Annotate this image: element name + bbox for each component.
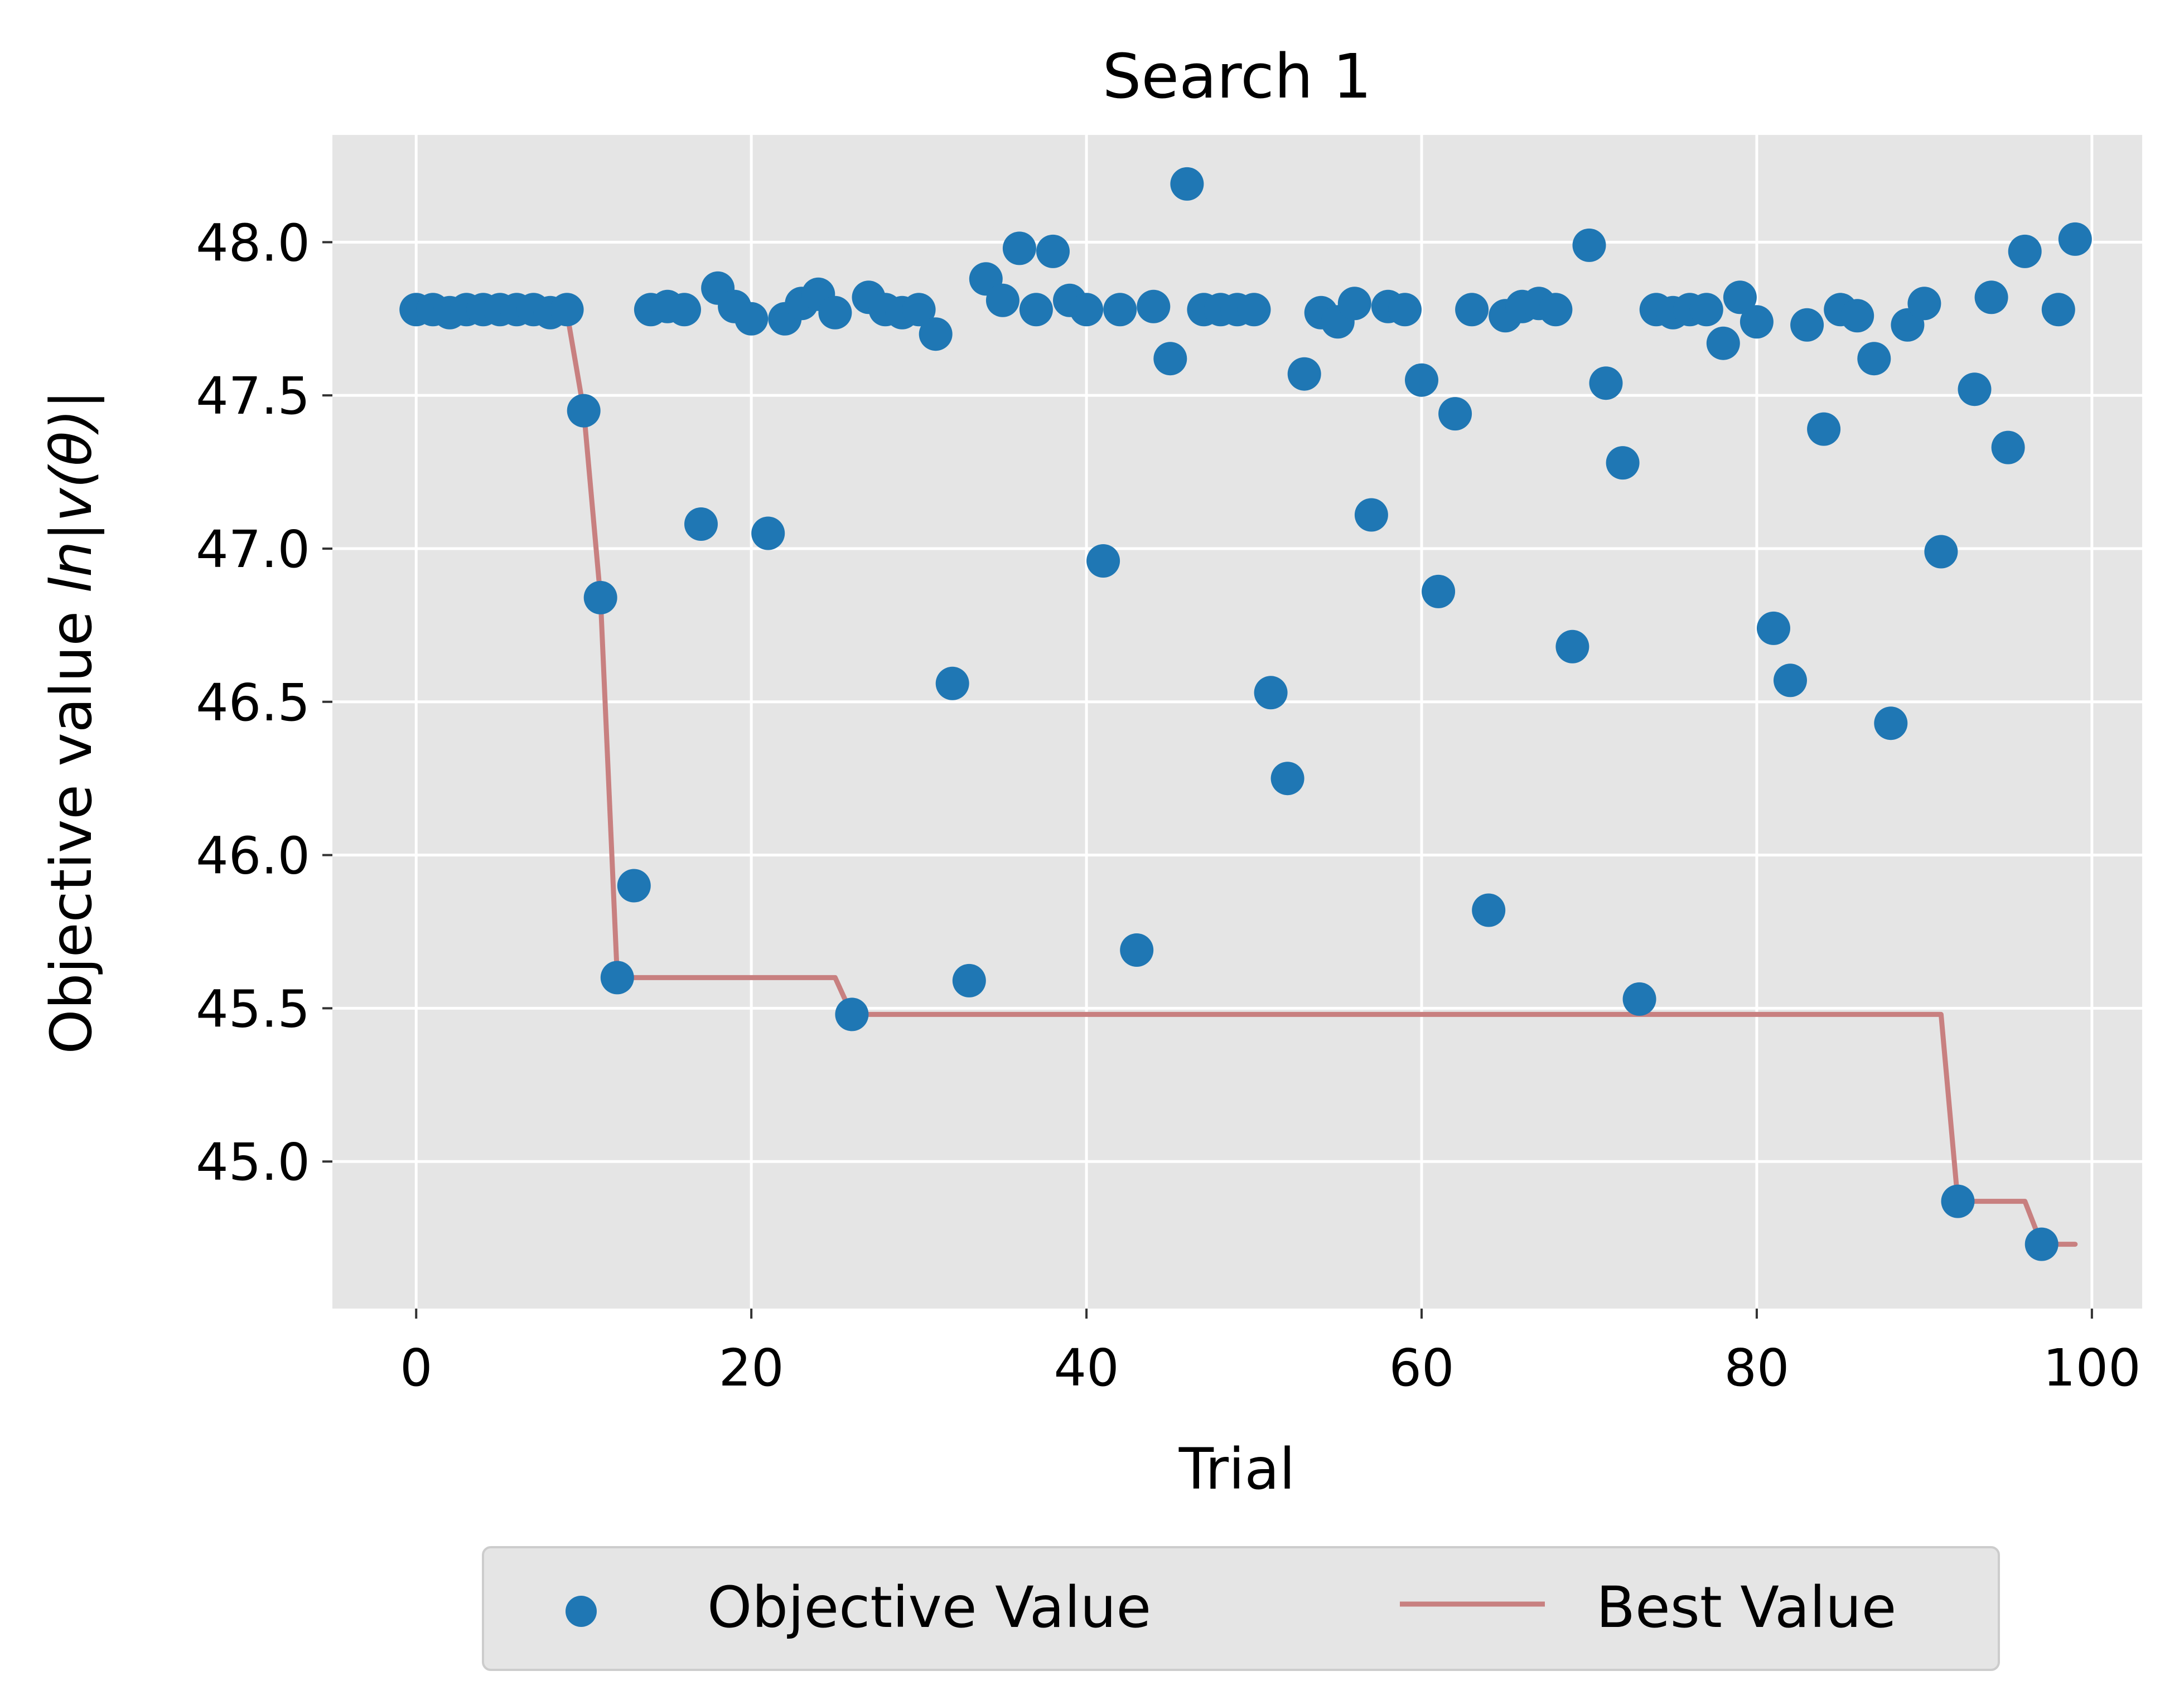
objective-value-point [2008,234,2042,268]
objective-value-series [399,167,2092,1261]
objective-value-point [2024,1227,2059,1261]
objective-value-point [835,997,869,1031]
objective-value-point [1958,372,1992,406]
y-axis-label-math: ln|v(θ)| [38,390,105,593]
objective-value-point [1019,293,1053,327]
objective-value-point [1103,293,1137,327]
x-tick-labels: 0 20 40 60 80 100 [400,1338,2141,1398]
objective-value-point [735,302,769,336]
x-tick-label: 60 [1389,1338,1454,1398]
objective-value-point [1388,293,1422,327]
x-tick-label: 80 [1724,1338,1789,1398]
objective-value-point [617,869,651,903]
objective-value-point [919,317,953,351]
objective-value-point [1555,629,1589,663]
best-value-series [413,307,2078,1247]
objective-value-point [1153,342,1187,376]
objective-value-point [1740,305,1774,339]
objective-value-point [1907,287,1941,321]
objective-value-point [583,580,617,614]
objective-value-point [1840,299,1874,333]
objective-value-point [668,293,701,327]
legend-marker-objective-value [566,1596,597,1627]
objective-value-point [1036,234,1070,268]
x-tick-label: 20 [719,1338,784,1398]
objective-value-point [1991,430,2025,464]
y-axis-label-text: Objective value [38,593,105,1054]
objective-value-point [1086,544,1120,578]
grid-lines [332,135,2142,1309]
objective-value-point [1002,231,1036,265]
objective-value-point [1405,363,1438,397]
objective-value-point [1857,342,1891,376]
objective-value-point [567,394,601,428]
objective-value-point [1237,293,1271,327]
objective-value-point [1287,357,1321,391]
objective-value-point [935,666,969,700]
objective-value-point [600,961,634,995]
y-tick-label: 47.5 [196,366,310,426]
objective-value-point [1472,893,1506,927]
objective-value-point [1874,706,1908,740]
objective-value-point [818,296,852,330]
objective-value-point [1606,446,1640,480]
chart-title: Search 1 [1103,41,1372,112]
objective-value-point [1270,762,1304,796]
objective-value-point [1807,412,1841,446]
x-tick-label: 40 [1054,1338,1119,1398]
objective-value-point [1170,167,1204,201]
y-tick-label: 46.5 [196,673,310,733]
y-tick-label: 45.5 [196,979,310,1039]
objective-value-point [751,516,785,550]
y-tick-label: 48.0 [196,213,310,273]
objective-value-point [1572,228,1606,262]
objective-value-point [1589,366,1623,400]
legend-label-objective-value: Objective Value [707,1575,1151,1641]
objective-value-point [2041,293,2075,327]
legend-box [482,1546,2000,1671]
objective-value-point [1422,574,1456,608]
objective-value-point [1120,933,1154,967]
objective-value-point [684,507,718,541]
legend: Objective Value Best Value [482,1546,2000,1671]
objective-value-point [985,283,1019,317]
objective-value-point [1941,1184,1975,1218]
x-axis-label: Trial [1178,1436,1295,1503]
y-tick-label: 45.0 [196,1132,310,1192]
objective-value-point [1924,535,1958,569]
tick-marks [322,241,2093,1319]
objective-value-point [952,963,986,997]
objective-value-point [1438,397,1472,431]
objective-value-point [1622,982,1656,1016]
y-axis-label: Objective value ln|v(θ)| [38,390,105,1054]
objective-value-point [2058,222,2092,256]
objective-value-point [1706,326,1740,360]
objective-value-point [1337,287,1371,321]
objective-value-point [1539,293,1573,327]
plot-background [332,135,2142,1309]
objective-value-point [1790,308,1824,342]
legend-label-best-value: Best Value [1596,1575,1896,1641]
objective-value-point [1723,280,1757,314]
objective-value-point [1689,293,1723,327]
y-tick-label: 46.0 [196,826,310,886]
y-tick-label: 47.0 [196,520,310,579]
objective-value-point [1774,663,1807,698]
objective-value-point [1137,289,1171,323]
objective-value-point [1254,676,1288,710]
objective-value-point [1974,280,2008,314]
x-tick-label: 0 [400,1338,433,1398]
best-value-line [413,307,2078,1247]
x-tick-label: 100 [2043,1338,2141,1398]
objective-value-point [550,293,584,327]
objective-value-point [902,293,936,327]
objective-value-point [1455,293,1489,327]
objective-value-point [1070,293,1104,327]
y-tick-labels: 45.0 45.5 46.0 46.5 47.0 47.5 48.0 [196,213,310,1192]
objective-value-point [1757,611,1790,645]
objective-value-point [1354,498,1388,532]
